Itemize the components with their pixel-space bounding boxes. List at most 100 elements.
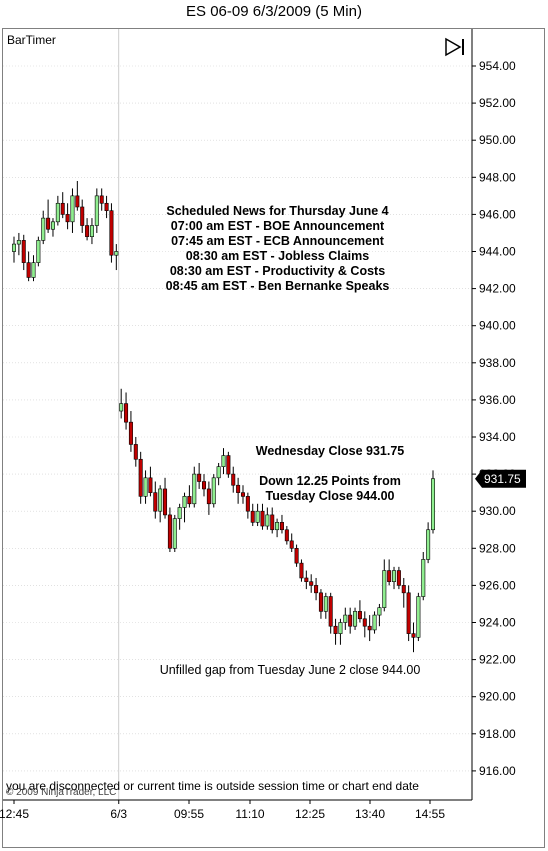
candle-body-down	[187, 496, 192, 505]
candle	[50, 218, 55, 237]
candle	[387, 559, 392, 586]
candle-body-down	[387, 570, 392, 582]
candle-body-up	[216, 466, 221, 479]
candle	[128, 411, 133, 452]
candle-body-down	[328, 596, 333, 627]
y-tick-label: 916.00	[479, 764, 516, 778]
candle-body-up	[421, 559, 426, 597]
play-skip-icon[interactable]	[445, 37, 469, 57]
candle-body-up	[426, 529, 431, 560]
candle-body-down	[318, 592, 323, 612]
candle	[46, 199, 51, 233]
axis-layer: 954.00 952.00 950.00 948.00 946.00 944.00 942.…	[0, 29, 526, 821]
candle	[284, 526, 289, 545]
candle-body-down	[284, 529, 289, 542]
candle	[382, 559, 387, 612]
candle-body-down	[240, 492, 245, 497]
candle-body-up	[31, 262, 36, 278]
candle-body-up	[323, 596, 328, 612]
candle	[362, 611, 367, 638]
candle-body-down	[148, 477, 153, 493]
candle	[426, 522, 431, 564]
candle	[124, 392, 129, 430]
candle-body-down	[128, 421, 133, 445]
candle	[270, 507, 275, 534]
news-line: 08:45 am EST - Ben Bernanke Speaks	[165, 279, 390, 293]
candle	[328, 592, 333, 634]
candle	[250, 503, 255, 527]
candle	[338, 618, 343, 645]
candle	[167, 507, 172, 553]
candle	[36, 236, 41, 267]
candle	[421, 552, 426, 601]
candle-body-down	[231, 473, 236, 486]
copyright-text: © 2009 NinjaTrader, LLC	[6, 787, 117, 798]
y-tick-label: 950.00	[479, 133, 516, 147]
y-tick-label: 954.00	[479, 59, 516, 73]
candle	[80, 199, 85, 233]
candle	[70, 188, 75, 233]
candle-layer	[11, 181, 436, 653]
candle-body-down	[309, 581, 314, 586]
chart-frame	[2, 28, 545, 848]
candle-body-up	[275, 522, 280, 531]
candle	[255, 503, 260, 527]
candle	[177, 503, 182, 530]
candle	[99, 188, 104, 211]
candle-body-down	[299, 562, 304, 579]
bartimer-label: BarTimer	[7, 33, 56, 47]
candle-body-down	[396, 570, 401, 586]
close-line-1: Wednesday Close 931.75	[255, 444, 405, 458]
candle	[153, 481, 158, 519]
candle-body-down	[206, 488, 211, 505]
candle-body-down	[202, 481, 207, 490]
y-tick-label: 924.00	[479, 616, 516, 630]
candle	[172, 514, 177, 553]
x-tick-label: 14:55	[415, 807, 445, 821]
candle-body-up	[338, 622, 343, 634]
grid-layer	[3, 29, 472, 800]
candle-body-up	[172, 518, 177, 549]
y-tick-label: 942.00	[479, 282, 516, 296]
candle	[372, 611, 377, 634]
candle	[119, 388, 124, 419]
candle-body-down	[153, 492, 158, 512]
candle-body-down	[260, 510, 265, 527]
candle	[148, 466, 153, 497]
candle	[55, 195, 60, 226]
y-tick-label: 934.00	[479, 430, 516, 444]
candle	[236, 477, 241, 504]
candle	[430, 470, 436, 534]
last-price-tag: 931.75	[475, 469, 526, 488]
candle-body-down	[357, 611, 362, 620]
candle-body-down	[314, 585, 319, 594]
candle	[304, 570, 309, 590]
chart-title: ES 06-09 6/3/2009 (5 Min)	[186, 3, 362, 20]
candle-body-down	[236, 484, 241, 493]
candle	[333, 618, 338, 645]
candle	[357, 600, 362, 623]
candle-body-down	[250, 510, 255, 523]
candle	[133, 437, 138, 467]
candle	[392, 566, 397, 590]
y-tick-label: 926.00	[479, 578, 516, 592]
last-price-label: 931.75	[484, 472, 521, 486]
y-tick-label: 938.00	[479, 356, 516, 370]
x-tick-label: 11:10	[235, 807, 264, 821]
candle	[240, 485, 245, 504]
candle-body-down	[60, 202, 65, 215]
candle-body-down	[333, 625, 338, 634]
candle	[21, 234, 26, 271]
candle	[406, 585, 411, 642]
y-tick-label: 920.00	[479, 690, 516, 704]
y-tick-label: 918.00	[479, 727, 516, 741]
candle-body-up	[353, 611, 358, 627]
last-price-tag-bg	[475, 469, 526, 488]
candle	[343, 607, 348, 630]
x-tick-label: 12:25	[295, 807, 325, 821]
candle-body-down	[279, 522, 284, 531]
candle-body-up	[143, 477, 148, 497]
close-annotation: Wednesday Close 931.75 Down 12.25 Points…	[235, 444, 425, 504]
candle	[31, 255, 36, 282]
